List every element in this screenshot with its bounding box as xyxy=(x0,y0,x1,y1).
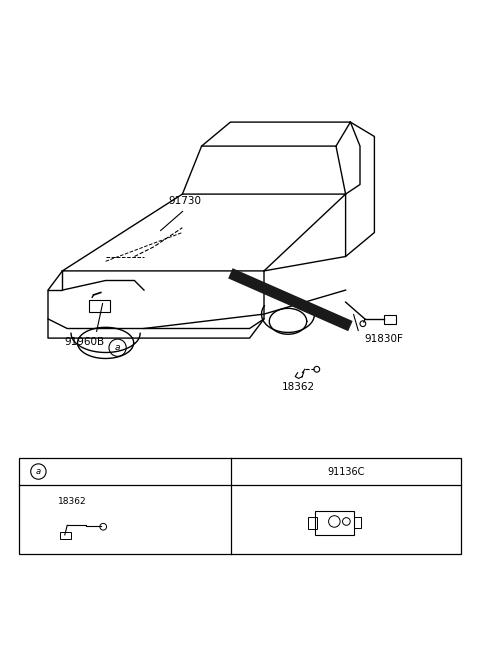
Bar xyxy=(60,532,71,539)
Text: 91960B: 91960B xyxy=(64,337,104,347)
Bar xyxy=(315,511,354,535)
Bar xyxy=(384,315,396,324)
Text: a: a xyxy=(115,343,120,352)
Bar xyxy=(19,458,461,554)
Text: 91136C: 91136C xyxy=(327,466,365,476)
Text: 91830F: 91830F xyxy=(365,334,404,344)
Text: a: a xyxy=(36,467,41,476)
Bar xyxy=(354,517,361,528)
Bar xyxy=(308,517,317,529)
Text: 18362: 18362 xyxy=(282,382,315,392)
Text: 18362: 18362 xyxy=(58,497,86,506)
Text: 91730: 91730 xyxy=(168,196,201,206)
